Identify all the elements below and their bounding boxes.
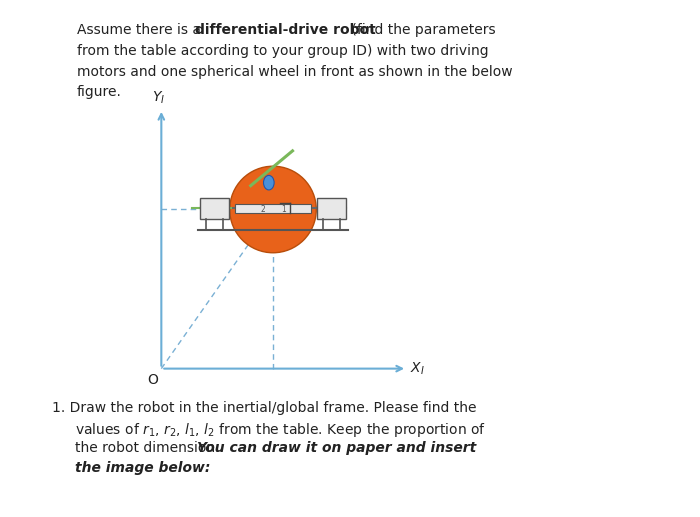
Text: 2: 2 bbox=[261, 205, 265, 214]
Text: motors and one spherical wheel in front as shown in the below: motors and one spherical wheel in front … bbox=[77, 65, 512, 79]
Text: You can draw it on paper and insert: You can draw it on paper and insert bbox=[197, 441, 476, 455]
Text: $X_I$: $X_I$ bbox=[410, 360, 424, 377]
Text: figure.: figure. bbox=[77, 85, 122, 99]
Text: the robot dimension.: the robot dimension. bbox=[75, 441, 224, 455]
Bar bbox=[235, 204, 311, 212]
Text: the image below:: the image below: bbox=[75, 461, 210, 475]
Text: differential-drive robot: differential-drive robot bbox=[195, 23, 375, 37]
Text: (find the parameters: (find the parameters bbox=[347, 23, 496, 37]
Ellipse shape bbox=[263, 175, 274, 190]
Bar bbox=[317, 197, 346, 219]
Circle shape bbox=[230, 166, 316, 253]
Text: values of $r_1$, $r_2$, $l_1$, $l_2$ from the table. Keep the proportion of: values of $r_1$, $r_2$, $l_1$, $l_2$ fro… bbox=[75, 421, 486, 439]
Text: $Y_I$: $Y_I$ bbox=[152, 90, 165, 106]
Text: Assume there is a: Assume there is a bbox=[77, 23, 205, 37]
Text: 1. Draw the robot in the inertial/global frame. Please find the: 1. Draw the robot in the inertial/global… bbox=[52, 401, 477, 415]
Bar bbox=[200, 197, 229, 219]
Text: 1: 1 bbox=[281, 205, 286, 214]
Text: from the table according to your group ID) with two driving: from the table according to your group I… bbox=[77, 44, 489, 58]
Text: O: O bbox=[148, 373, 158, 387]
